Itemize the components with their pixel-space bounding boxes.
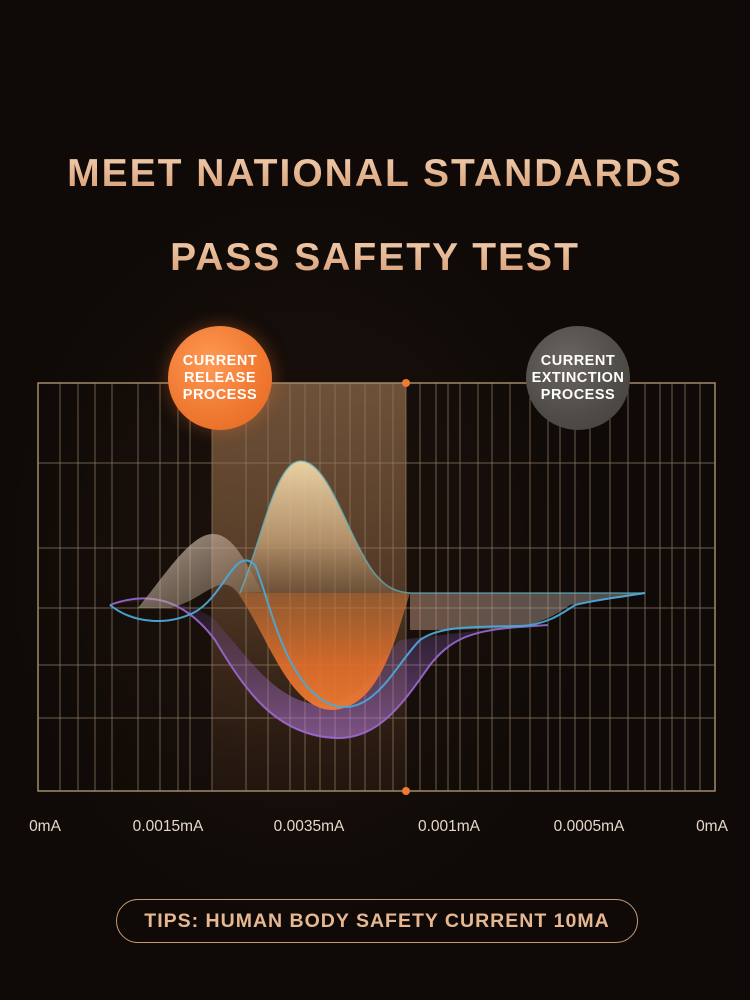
badge-extinction-line-3: PROCESS — [540, 386, 616, 403]
badge-release-line-1: CURRENT — [182, 352, 258, 369]
x-tick-label: 0mA — [29, 818, 61, 835]
series-tail-fill — [260, 593, 645, 630]
badge-extinction-line-1: CURRENT — [540, 352, 616, 369]
safety-tips-banner: TIPS: HUMAN BODY SAFETY CURRENT 10MA — [116, 899, 638, 943]
badge-extinction-line-2: EXTINCTION — [531, 369, 625, 386]
series-bell-line — [239, 460, 645, 594]
marker-dot-top — [402, 379, 410, 387]
current-extinction-badge: CURRENT EXTINCTION PROCESS — [526, 326, 630, 430]
x-tick-label: 0.001mA — [417, 818, 481, 835]
series-purple-line — [109, 597, 549, 740]
series-blue-line — [109, 559, 646, 709]
chart-frame — [37, 382, 716, 792]
current-release-badge: CURRENT RELEASE PROCESS — [168, 326, 272, 430]
series-purple-fill — [110, 598, 500, 739]
x-tick-label: 0.0035mA — [273, 818, 345, 835]
series-hump-fill — [138, 533, 262, 608]
headline-line-2: PASS SAFETY TEST — [0, 236, 750, 280]
x-tick-label: 0mA — [696, 818, 728, 835]
current-waveform-chart — [37, 379, 716, 795]
badge-release-line-2: RELEASE — [184, 369, 256, 386]
series-orange-fill — [238, 593, 410, 711]
x-tick-label: 0.0015mA — [132, 818, 204, 835]
x-tick-label: 0.0005mA — [553, 818, 625, 835]
badge-release-line-3: PROCESS — [182, 386, 258, 403]
series-bell-fill — [240, 460, 410, 593]
headline-line-1: MEET NATIONAL STANDARDS — [0, 152, 750, 196]
marker-dot-bottom — [402, 787, 410, 795]
